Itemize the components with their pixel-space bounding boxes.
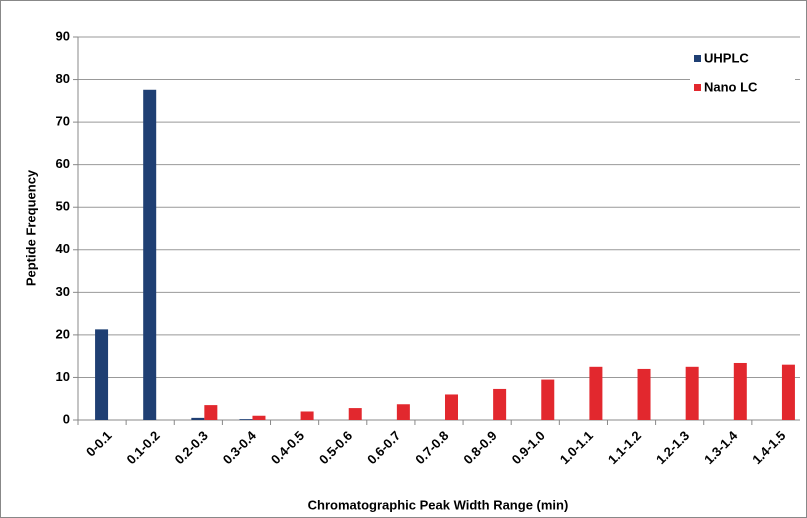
bar — [348, 408, 362, 420]
legend-label: Nano LC — [704, 79, 758, 94]
y-tick-label: 40 — [56, 241, 70, 256]
legend-label: UHPLC — [704, 50, 749, 65]
bar — [541, 379, 555, 420]
legend-box — [690, 47, 795, 111]
bar — [685, 366, 699, 420]
y-tick-label: 70 — [56, 114, 70, 129]
bar — [95, 329, 109, 420]
bar — [239, 419, 253, 420]
bar — [396, 404, 410, 420]
y-tick-label: 90 — [56, 28, 70, 43]
bar — [445, 394, 458, 420]
bar — [781, 364, 795, 420]
bar — [589, 366, 603, 420]
legend-swatch — [694, 84, 701, 91]
y-tick-label: 60 — [56, 156, 70, 171]
y-axis-title: Peptide Frequency — [23, 169, 38, 286]
y-tick-label: 10 — [56, 369, 70, 384]
y-tick-label: 0 — [63, 411, 70, 426]
legend-swatch — [694, 55, 701, 62]
bar — [733, 362, 747, 420]
bar — [252, 415, 266, 420]
bar — [143, 89, 157, 420]
bar — [300, 411, 314, 420]
bar — [493, 388, 507, 420]
y-tick-label: 50 — [56, 199, 70, 214]
bar — [204, 405, 218, 420]
y-tick-label: 20 — [56, 326, 70, 341]
bar — [637, 368, 651, 420]
x-axis-title: Chromatographic Peak Width Range (min) — [308, 497, 569, 512]
y-tick-label: 80 — [56, 71, 70, 86]
y-tick-label: 30 — [56, 284, 70, 299]
bar — [191, 417, 205, 420]
